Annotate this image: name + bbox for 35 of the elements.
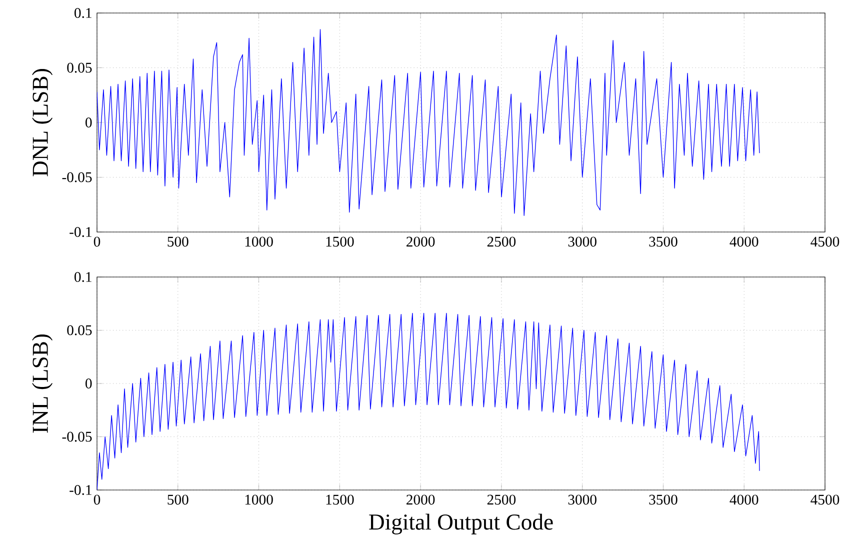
x-tick-label: 3500: [649, 236, 678, 247]
y-tick-label: -0.1: [70, 227, 92, 237]
y-tick-label: -0.1: [70, 485, 92, 495]
x-tick-label: 1500: [326, 494, 354, 505]
y-tick-label: 0: [86, 118, 92, 128]
x-tick-label: 2500: [487, 494, 516, 505]
y-tick-label: 0: [86, 378, 92, 388]
x-tick-label: 2500: [487, 236, 516, 247]
x-tick-label: 3000: [568, 494, 596, 505]
x-tick-label: 1000: [245, 236, 273, 247]
y-axis-title: INL (LSB): [32, 334, 53, 433]
x-tick-label: 500: [168, 494, 188, 505]
y-tick-label: -0.05: [62, 432, 92, 442]
x-tick-label: 2000: [406, 236, 435, 247]
x-tick-label: 2000: [406, 494, 435, 505]
x-axis-title: Digital Output Code: [369, 514, 553, 534]
x-tick-label: 4500: [810, 236, 840, 247]
x-tick-label: 500: [168, 236, 188, 247]
y-tick-label: -0.05: [62, 172, 92, 182]
x-tick-label: 4500: [810, 494, 840, 505]
x-tick-label: 0: [94, 494, 100, 505]
y-axis-title: DNL (LSB): [32, 69, 53, 176]
y-tick-label: 0.05: [67, 325, 92, 336]
x-tick-label: 1000: [245, 494, 273, 505]
x-tick-label: 4000: [730, 236, 758, 247]
y-tick-label: 0.05: [67, 62, 92, 73]
x-tick-label: 4000: [730, 494, 758, 505]
y-tick-label: 0.1: [74, 8, 92, 18]
line-series: [97, 29, 760, 216]
line-series: [97, 312, 760, 490]
x-tick-label: 1500: [326, 236, 354, 247]
y-tick-label: 0.1: [74, 272, 92, 282]
x-tick-label: 3000: [568, 236, 596, 247]
x-tick-label: 3500: [649, 494, 678, 505]
x-tick-label: 0: [94, 236, 100, 247]
